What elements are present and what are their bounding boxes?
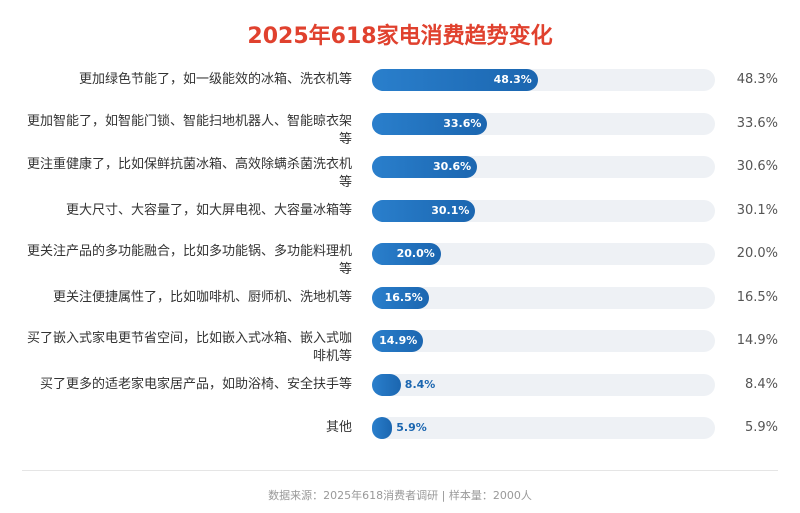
bar-value-label: 20.0% [396, 247, 435, 260]
bar [372, 373, 401, 396]
category-label: 其他 [325, 420, 352, 435]
value-label: 20.0% [736, 246, 778, 261]
value-label: 33.6% [736, 115, 778, 131]
bar [372, 286, 429, 309]
bar-value-label: 5.9% [396, 421, 427, 434]
bar [372, 156, 477, 178]
bar-value-label: 48.3% [493, 73, 532, 86]
chart-title: 2025年618家电消费趋势变化 [247, 24, 553, 49]
separator [22, 470, 778, 471]
category-label: 更大尺寸、大容量了，如大屏电视、大容量冰箱等 [65, 202, 352, 218]
value-label: 48.3% [736, 72, 778, 87]
bar-value-label: 16.5% [384, 290, 423, 304]
bar [372, 330, 424, 352]
category-label: 更加智能了，如智能门锁、智能扫地机器人、智能晾衣架等 [26, 113, 352, 147]
value-label: 8.4% [744, 376, 778, 392]
bar [372, 417, 393, 439]
value-label: 16.5% [736, 289, 778, 305]
bar-track [372, 330, 715, 352]
bar-value-label: 8.4% [404, 377, 436, 391]
bar-value-label: 14.9% [379, 334, 418, 347]
bar-value-label: 30.6% [432, 160, 472, 173]
bar-track [372, 286, 715, 309]
category-label: 买了更多的适老家电家居产品，如助浴椅、安全扶手等 [39, 376, 352, 392]
bar [372, 69, 538, 91]
value-label: 5.9% [744, 420, 778, 435]
value-label: 14.9% [736, 333, 778, 348]
category-label: 更关注便捷属性了，比如咖啡机、厨师机、洗地机等 [52, 289, 352, 305]
bar-track [372, 243, 715, 265]
category-label: 买了嵌入式家电更节省空间，比如嵌入式冰箱、嵌入式咖啡机等 [26, 331, 352, 364]
source-note: 数据来源：2025年618消费者调研 | 样本量：2000人 [268, 489, 532, 502]
bar [372, 112, 488, 135]
value-label: 30.6% [736, 159, 778, 174]
bar-track [372, 417, 715, 439]
bar [372, 243, 441, 265]
category-label: 更加绿色节能了，如一级能效的冰箱、洗衣机等 [78, 72, 352, 87]
category-label: 更关注产品的多功能融合，比如多功能锅、多功能料理机等 [26, 244, 352, 277]
category-label: 更注重健康了，比如保鲜抗菌冰箱、高效除螨杀菌洗衣机等 [26, 157, 352, 190]
bar-value-label: 33.6% [443, 116, 482, 130]
bar-track [372, 373, 715, 396]
value-label: 30.1% [736, 202, 778, 218]
bar-value-label: 30.1% [431, 203, 470, 217]
bar [372, 199, 476, 222]
